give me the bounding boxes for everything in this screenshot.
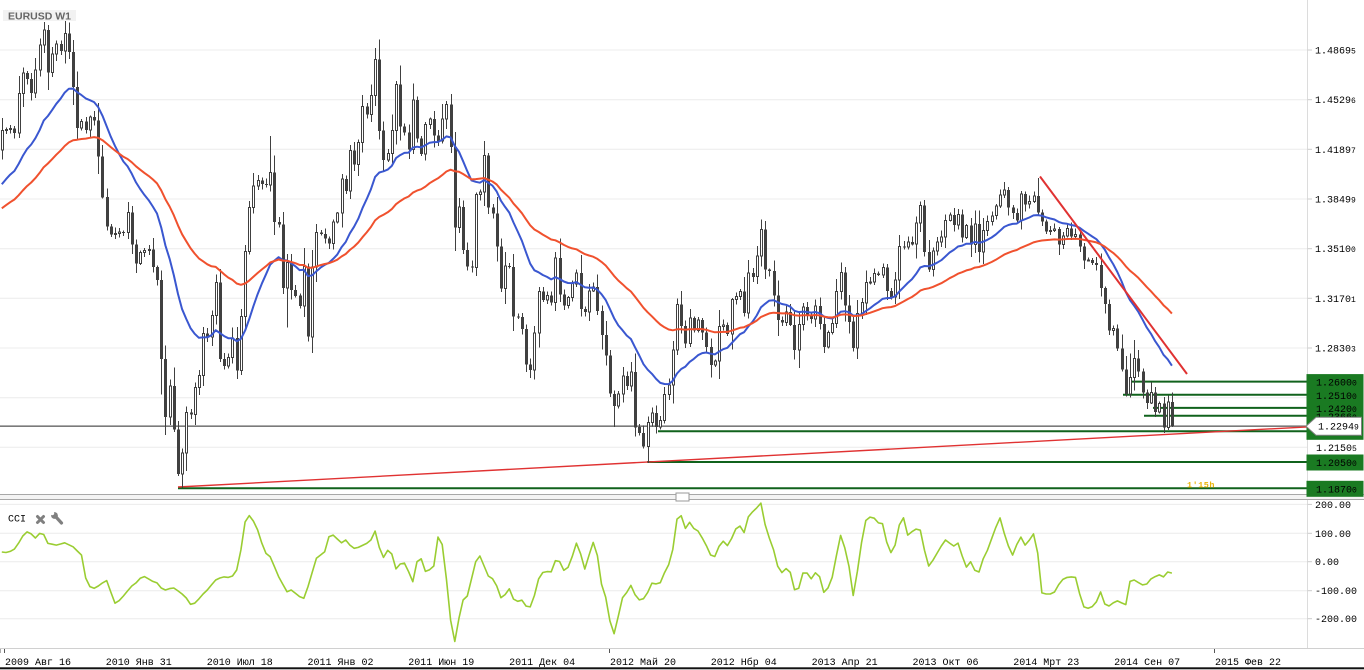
- svg-text:2011 Июн 19: 2011 Июн 19: [408, 658, 474, 669]
- svg-text:2014 Мрт 23: 2014 Мрт 23: [1013, 658, 1079, 669]
- svg-text:1.41897: 1.41897: [1315, 146, 1356, 157]
- svg-text:1.31701: 1.31701: [1315, 295, 1356, 306]
- svg-text:2011 Дек 04: 2011 Дек 04: [509, 658, 575, 669]
- svg-text:1.38499: 1.38499: [1315, 196, 1356, 207]
- svg-text:2013 Апр 21: 2013 Апр 21: [812, 658, 878, 669]
- svg-text:1.25100: 1.25100: [1316, 392, 1357, 403]
- svg-text:1.48695: 1.48695: [1315, 47, 1356, 58]
- svg-text:200.00: 200.00: [1315, 501, 1351, 512]
- svg-text:2011 Янв 02: 2011 Янв 02: [308, 658, 374, 669]
- svg-text:2015 Фев 22: 2015 Фев 22: [1215, 658, 1281, 669]
- svg-text:1.21505: 1.21505: [1316, 444, 1357, 455]
- svg-text:EURUSD W1: EURUSD W1: [8, 11, 71, 23]
- svg-text:2012 Нбр 04: 2012 Нбр 04: [711, 656, 777, 669]
- svg-text:1.35100: 1.35100: [1315, 245, 1356, 256]
- svg-text:-200.00: -200.00: [1315, 615, 1357, 626]
- svg-text:1.45296: 1.45296: [1315, 96, 1356, 107]
- svg-text:1.26000: 1.26000: [1316, 379, 1357, 390]
- svg-text:2010 Июл 18: 2010 Июл 18: [207, 658, 273, 669]
- svg-text:1.22949: 1.22949: [1318, 423, 1359, 434]
- svg-text:1.20500: 1.20500: [1316, 459, 1357, 470]
- svg-text:2013 Окт 06: 2013 Окт 06: [913, 658, 979, 669]
- svg-text:2010 Янв 31: 2010 Янв 31: [106, 658, 172, 669]
- svg-text:2012 Май 20: 2012 Май 20: [610, 657, 676, 669]
- svg-text:1.28303: 1.28303: [1315, 345, 1356, 356]
- svg-text:1'15h: 1'15h: [1187, 481, 1215, 491]
- svg-text:1.24200: 1.24200: [1316, 405, 1357, 416]
- svg-text:CCI: CCI: [8, 515, 26, 526]
- svg-text:2014 Сен 07: 2014 Сен 07: [1114, 658, 1180, 669]
- svg-text:2009 Авг 16: 2009 Авг 16: [5, 658, 71, 669]
- svg-text:100.00: 100.00: [1315, 530, 1351, 541]
- svg-text:1.18700: 1.18700: [1316, 485, 1357, 496]
- svg-text:0.00: 0.00: [1315, 558, 1339, 569]
- svg-text:-100.00: -100.00: [1315, 587, 1357, 598]
